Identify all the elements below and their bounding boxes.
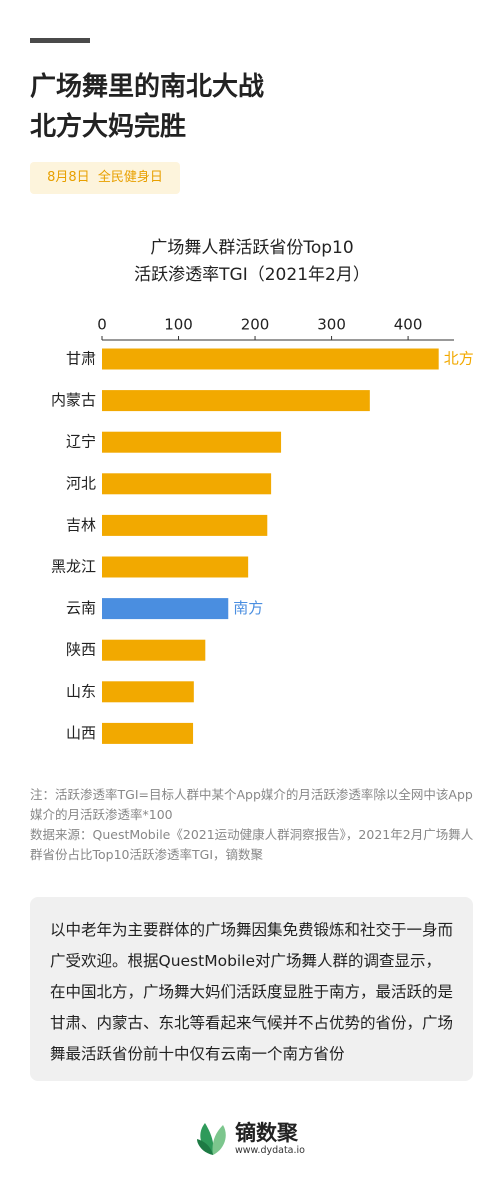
chart-title: 广场舞人群活跃省份Top10 xyxy=(150,238,353,258)
bar xyxy=(102,681,194,703)
description: 以中老年为主要群体的广场舞因集免费锻炼和社交于一身而广受欢迎。根据QuestMo… xyxy=(30,897,473,1081)
chart: 广场舞人群活跃省份Top10 活跃渗透率TGI（2021年2月） 0 100 200… xyxy=(51,238,474,744)
y-tick-label: 吉林 xyxy=(66,516,96,534)
logo-url: www.dydata.io xyxy=(235,1145,305,1156)
bar xyxy=(102,514,268,536)
y-tick-label: 山西 xyxy=(66,724,96,742)
title: 北方大妈完胜 xyxy=(30,112,187,142)
annotation: 北方 xyxy=(444,350,474,368)
x-tick-label: 100 xyxy=(164,316,193,334)
y-tick-label: 内蒙古 xyxy=(51,391,96,409)
note: 数据来源：QuestMobile《2021运动健康人群洞察报告》，2021年2月… xyxy=(30,827,474,862)
x-tick-label: 200 xyxy=(241,316,270,334)
bar xyxy=(102,556,249,578)
logo: 镝数聚 www.dydata.io xyxy=(195,1113,335,1163)
bar xyxy=(102,348,439,370)
y-tick-label: 甘肃 xyxy=(66,350,96,368)
x-tick-label: 0 xyxy=(97,316,107,334)
bar xyxy=(102,722,194,744)
annotation: 南方 xyxy=(233,599,263,617)
bar xyxy=(102,390,370,412)
x-tick-label: 300 xyxy=(317,316,346,334)
y-tick-label: 黑龙江 xyxy=(51,558,96,576)
tag: 8月8日 全民健身日 xyxy=(30,162,180,194)
y-tick-label: 陕西 xyxy=(66,641,96,659)
bar xyxy=(102,473,272,495)
logo-name: 镝数聚 xyxy=(235,1121,298,1145)
y-tick-label: 辽宁 xyxy=(66,433,96,451)
y-tick-label: 山东 xyxy=(66,682,96,700)
bar xyxy=(102,598,229,620)
note: 注：活跃渗透率TGI=目标人群中某个App媒介的月活跃渗透率除以全网中该App媒… xyxy=(30,787,473,822)
y-tick-label: 云南 xyxy=(66,599,96,617)
x-tick-label: 400 xyxy=(394,316,423,334)
bar xyxy=(102,431,282,453)
y-tick-label: 河北 xyxy=(66,474,96,492)
title-rule xyxy=(30,38,90,43)
logo-icon xyxy=(197,1123,226,1155)
title: 广场舞里的南北大战 xyxy=(30,72,265,102)
bar xyxy=(102,639,206,661)
chart-title: 活跃渗透率TGI（2021年2月） xyxy=(134,265,370,285)
